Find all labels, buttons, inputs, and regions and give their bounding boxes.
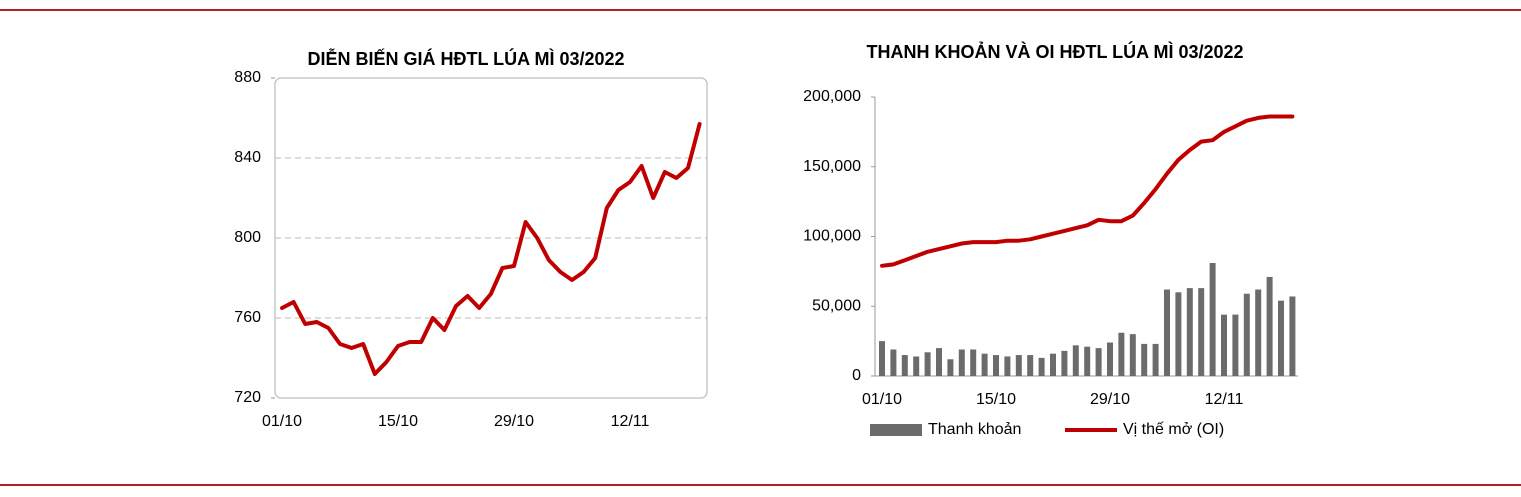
bar bbox=[1278, 300, 1284, 376]
bar bbox=[981, 353, 988, 376]
y-tick-label: 0 bbox=[852, 367, 861, 384]
bar bbox=[1050, 353, 1056, 376]
bar bbox=[1152, 343, 1159, 376]
bar bbox=[1141, 343, 1148, 376]
x-tick-label: 29/10 bbox=[494, 413, 534, 430]
y-tick-label: 800 bbox=[234, 229, 261, 246]
line bbox=[280, 122, 702, 376]
bar bbox=[1255, 289, 1262, 376]
bar bbox=[879, 341, 885, 376]
bar bbox=[993, 355, 999, 376]
x-tick-label: 12/11 bbox=[611, 413, 650, 430]
y-tick-label: 200,000 bbox=[803, 88, 861, 105]
bar bbox=[1186, 288, 1193, 376]
bar bbox=[901, 355, 908, 376]
y-tick-label: 100,000 bbox=[803, 228, 861, 245]
bar bbox=[1266, 276, 1273, 376]
chart-title: DIỄN BIẾN GIÁ HĐTL LÚA MÌ 03/2022 bbox=[307, 48, 624, 69]
bar bbox=[1038, 357, 1045, 376]
bar bbox=[1107, 342, 1113, 376]
bar bbox=[1015, 355, 1022, 376]
bar bbox=[1027, 355, 1034, 376]
bar bbox=[1243, 293, 1250, 376]
y-tick-label: 840 bbox=[234, 149, 261, 166]
x-tick-label: 12/11 bbox=[1205, 391, 1244, 408]
bar bbox=[1061, 350, 1068, 376]
bar bbox=[970, 349, 977, 376]
x-tick-label: 29/10 bbox=[1090, 391, 1130, 408]
bar bbox=[924, 352, 931, 376]
bar bbox=[1164, 289, 1170, 376]
bar bbox=[1198, 288, 1205, 376]
bar bbox=[1232, 314, 1239, 376]
bar bbox=[890, 349, 897, 376]
x-tick-label: 01/10 bbox=[262, 413, 302, 430]
bar bbox=[1129, 334, 1136, 376]
bar bbox=[1175, 292, 1182, 376]
bar bbox=[1004, 356, 1011, 376]
y-tick-label: 880 bbox=[234, 69, 261, 86]
bar bbox=[1072, 345, 1079, 376]
y-tick-label: 50,000 bbox=[812, 297, 861, 314]
y-tick-label: 720 bbox=[234, 389, 261, 406]
line bbox=[880, 114, 1295, 268]
legend-label: Vị thế mở (OI) bbox=[1123, 421, 1224, 438]
bar bbox=[913, 356, 920, 376]
x-tick-label: 15/10 bbox=[378, 413, 418, 430]
x-tick-label: 01/10 bbox=[862, 391, 902, 408]
legend-label: Thanh khoản bbox=[928, 421, 1021, 438]
bar bbox=[958, 349, 965, 376]
bar bbox=[936, 348, 942, 376]
legend-swatch bbox=[870, 424, 922, 436]
bar bbox=[1084, 346, 1091, 376]
bar bbox=[1289, 296, 1296, 376]
bar bbox=[1209, 263, 1216, 376]
y-tick-label: 150,000 bbox=[803, 158, 861, 175]
y-tick-label: 760 bbox=[234, 309, 261, 326]
x-tick-label: 15/10 bbox=[976, 391, 1016, 408]
bar bbox=[1095, 348, 1102, 376]
chart-title: THANH KHOẢN VÀ OI HĐTL LÚA MÌ 03/2022 bbox=[866, 41, 1243, 62]
bar bbox=[947, 359, 954, 376]
bar bbox=[1221, 314, 1227, 376]
bar bbox=[1118, 332, 1125, 376]
